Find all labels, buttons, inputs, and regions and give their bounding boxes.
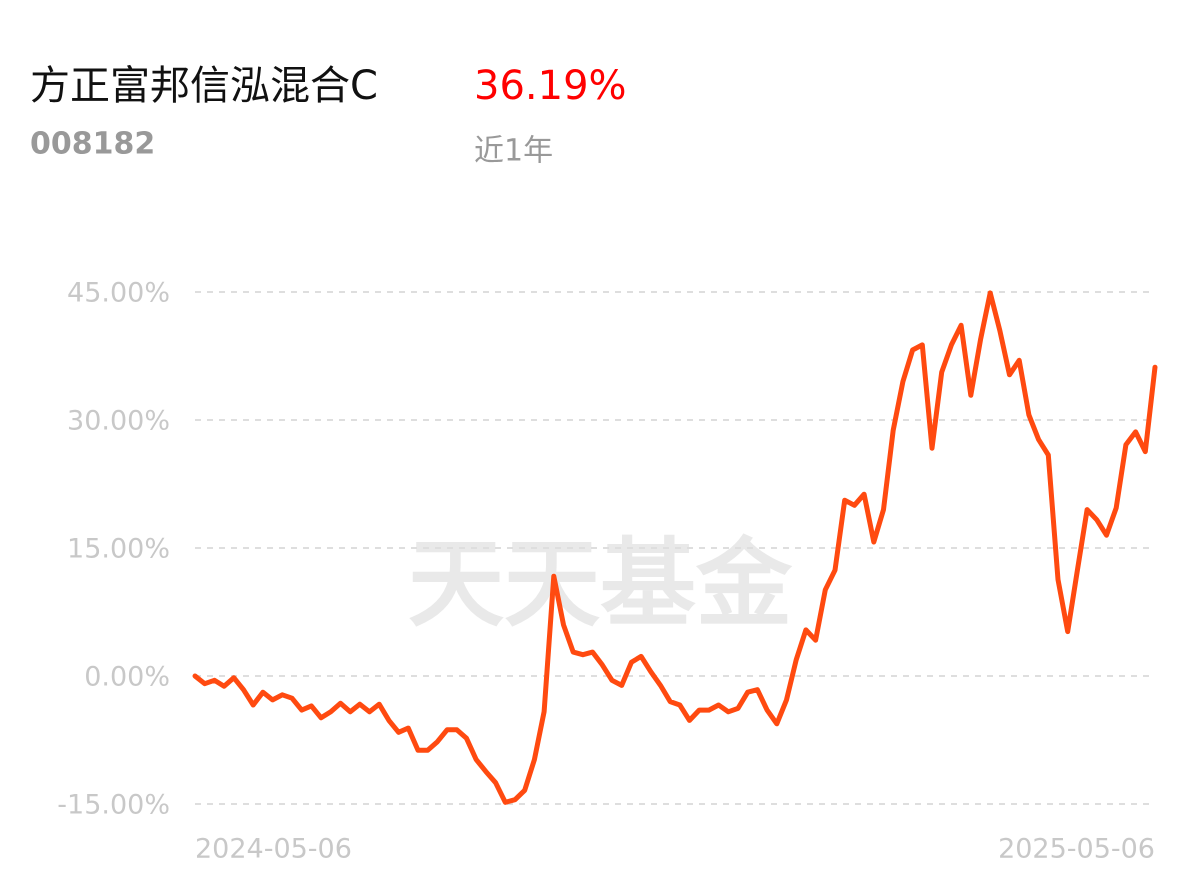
y-tick-label: -15.00% <box>57 790 170 821</box>
y-tick-label: 45.00% <box>67 278 170 309</box>
line <box>192 290 1158 805</box>
fund-name: 方正富邦信泓混合C <box>30 63 378 109</box>
return: 36.19% <box>474 63 627 109</box>
fund-code: 008182 <box>30 127 155 162</box>
period: 近1年 <box>474 134 553 169</box>
y-tick-label: 30.00% <box>67 406 170 437</box>
x-tick-label: 2025-05-06 <box>998 834 1155 865</box>
y-tick-label: 0.00% <box>84 662 170 693</box>
x-tick-label: 2024-05-06 <box>195 834 352 865</box>
watermark: 天天基金 <box>408 527 793 640</box>
y-tick-label: 15.00% <box>67 534 170 565</box>
